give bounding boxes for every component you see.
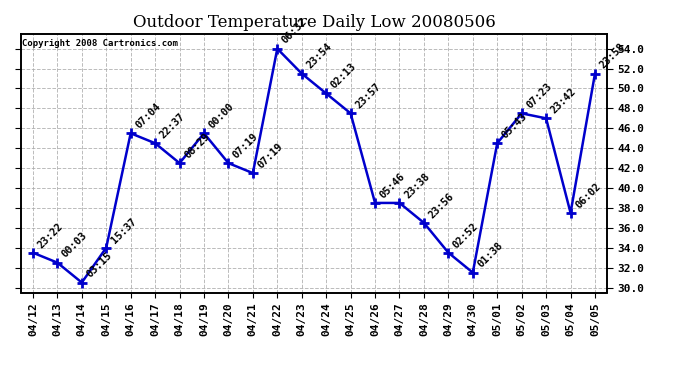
Text: 06:32: 06:32 — [280, 17, 309, 46]
Text: 23:42: 23:42 — [549, 86, 578, 116]
Text: 01:38: 01:38 — [475, 241, 505, 270]
Text: 08:29: 08:29 — [182, 131, 212, 160]
Text: 23:58: 23:58 — [598, 42, 627, 71]
Text: 00:03: 00:03 — [60, 231, 89, 260]
Text: 06:02: 06:02 — [573, 181, 602, 210]
Text: 23:54: 23:54 — [304, 42, 334, 71]
Text: 03:15: 03:15 — [85, 251, 114, 280]
Text: 07:04: 07:04 — [133, 101, 163, 130]
Text: 05:46: 05:46 — [378, 171, 407, 200]
Text: 02:13: 02:13 — [329, 62, 358, 91]
Text: 23:22: 23:22 — [36, 221, 65, 250]
Text: 00:00: 00:00 — [207, 101, 236, 130]
Title: Outdoor Temperature Daily Low 20080506: Outdoor Temperature Daily Low 20080506 — [132, 14, 495, 31]
Text: 15:37: 15:37 — [109, 216, 138, 245]
Text: 23:57: 23:57 — [353, 81, 382, 111]
Text: Copyright 2008 Cartronics.com: Copyright 2008 Cartronics.com — [22, 39, 178, 48]
Text: 07:19: 07:19 — [255, 141, 285, 170]
Text: 23:38: 23:38 — [402, 171, 431, 200]
Text: 07:19: 07:19 — [231, 131, 260, 160]
Text: 23:56: 23:56 — [426, 191, 456, 220]
Text: 05:43: 05:43 — [500, 111, 529, 141]
Text: 02:52: 02:52 — [451, 221, 480, 250]
Text: 22:37: 22:37 — [158, 111, 187, 141]
Text: 07:23: 07:23 — [524, 81, 553, 111]
